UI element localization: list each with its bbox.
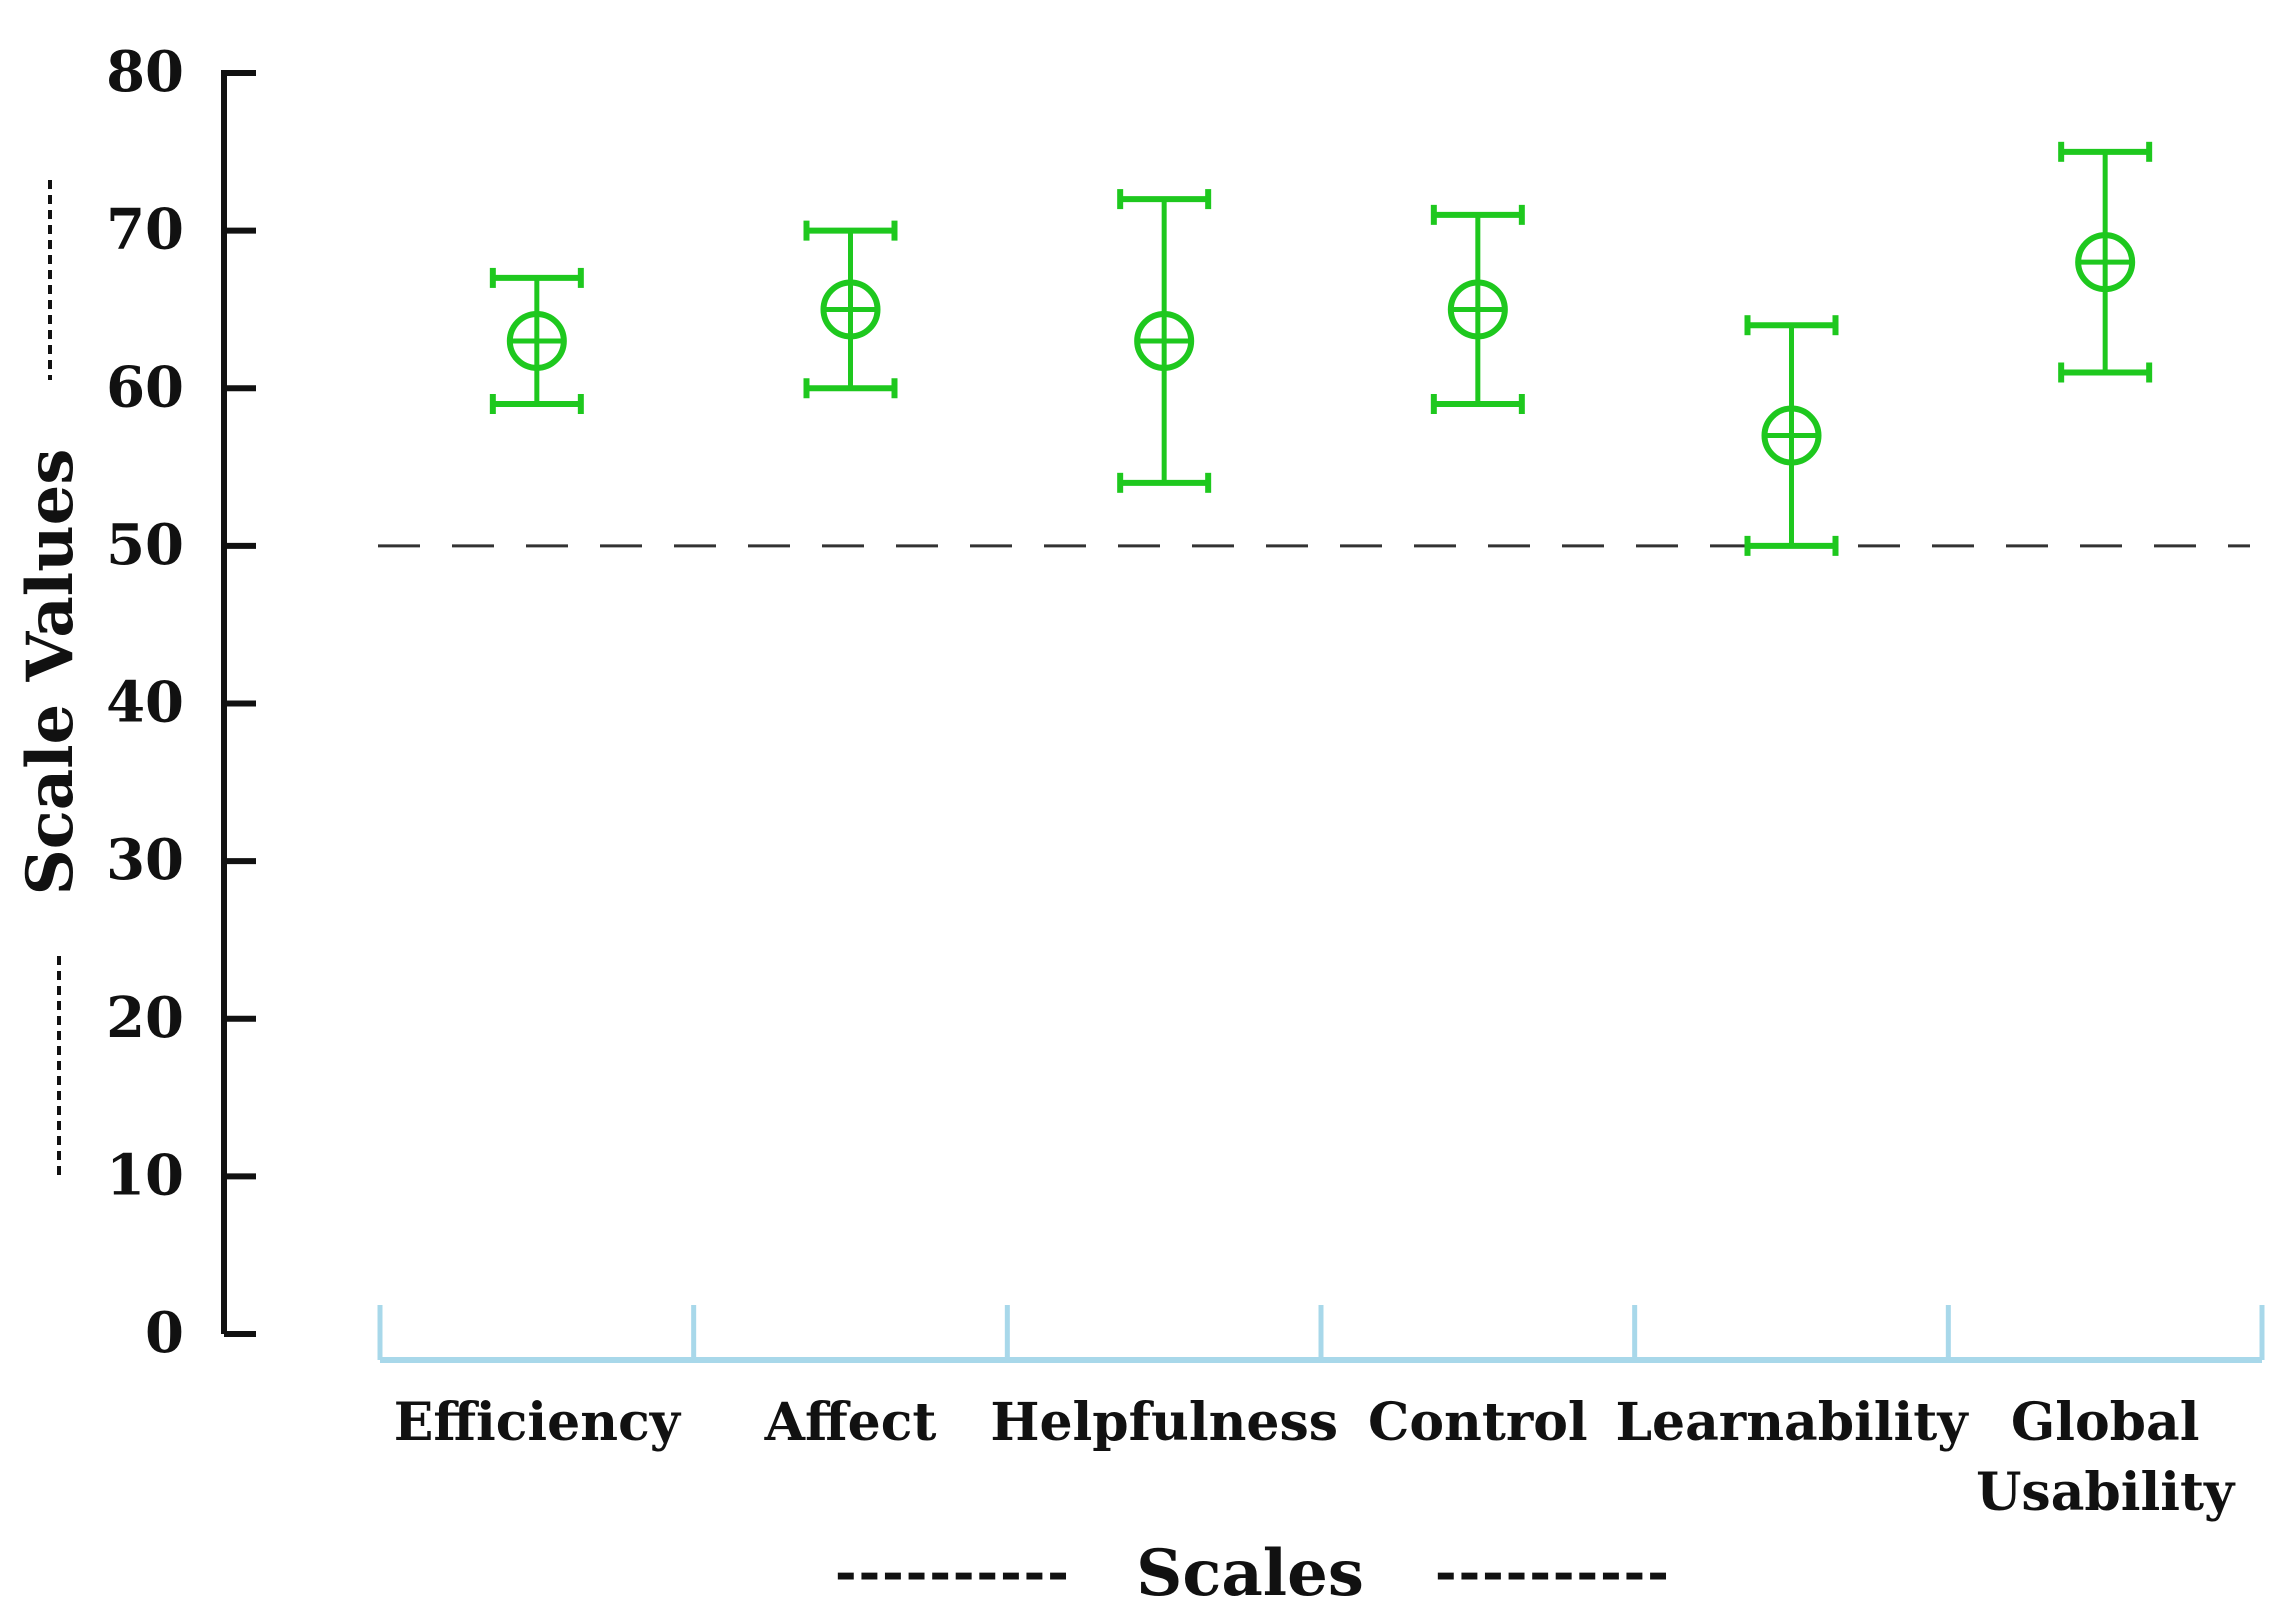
y-ticks: 0 10 20 30 40 50 60 70 80 [106,39,256,1366]
error-bar-efficiency [489,267,584,415]
y-tick-label: 20 [106,985,184,1051]
category-label: Affect [764,1392,937,1453]
category-label: Control [1368,1392,1588,1453]
category-label: Learnability [1615,1392,1969,1453]
y-tick-label: 50 [106,512,184,578]
category-label: Usability [1976,1462,2236,1523]
y-tick-label: 80 [106,39,184,105]
error-bar-helpfulness [1117,189,1212,493]
x-axis-title-dash-right: ---------- [1435,1542,1671,1603]
error-bar-learnability [1744,315,1839,556]
y-tick-label: 40 [106,670,184,736]
x-axis [377,1305,2265,1363]
data-marks [489,141,2153,556]
category-label: Global [2011,1392,2200,1453]
x-axis-title: Scales [1136,1536,1364,1611]
y-tick-label: 30 [106,827,184,893]
y-tick-label: 0 [145,1300,184,1366]
category-label: Helpfulness [990,1392,1338,1453]
y-tick-label: 10 [106,1142,184,1208]
error-bar-global-usability [2058,141,2153,383]
y-axis-title: Scale Values [13,449,88,896]
y-tick-label: 60 [106,354,184,420]
y-tick-label: 70 [106,197,184,263]
category-label: Efficiency [394,1392,682,1453]
error-bar-control [1430,204,1525,415]
error-bar-affect [803,220,898,399]
x-axis-title-dash-left: ---------- [835,1542,1071,1603]
category-labels: Efficiency Affect Helpfulness Control Learna… [394,1392,2236,1523]
